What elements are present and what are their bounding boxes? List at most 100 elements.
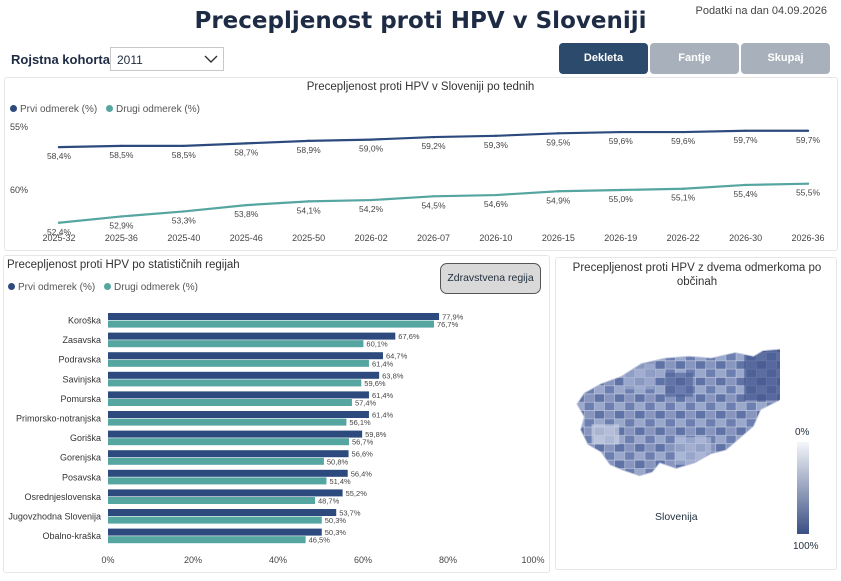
bar: [108, 450, 349, 458]
data-label: 61,4%: [372, 391, 394, 400]
page-title: Precepljenost proti HPV v Sloveniji: [194, 8, 647, 34]
legend-item-first-dose[interactable]: Prvi odmerek (%): [10, 104, 97, 115]
data-label: 50,3%: [325, 516, 347, 525]
category-label: Podravska: [58, 355, 101, 365]
bar: [108, 509, 337, 516]
data-point: [245, 142, 248, 145]
data-label: 59,7%: [796, 135, 821, 145]
data-point: [120, 144, 123, 148]
bar: [108, 379, 362, 387]
data-label: 58,5%: [172, 150, 197, 160]
data-point: [494, 193, 498, 197]
slovenia-municipality-map[interactable]: [560, 330, 780, 510]
x-tick-label: 2026-02: [355, 233, 388, 243]
data-label: 58,4%: [47, 151, 72, 161]
x-tick-label: 2025-46: [230, 233, 263, 243]
data-label: 48,7%: [318, 497, 340, 506]
scale-min-label: 0%: [795, 427, 810, 438]
data-point: [57, 145, 61, 149]
girls-button[interactable]: Dekleta: [559, 43, 648, 74]
data-label: 52,4%: [47, 227, 72, 237]
x-tick-label: 2026-36: [791, 233, 824, 243]
data-label: 54,5%: [421, 200, 446, 210]
bar: [108, 399, 352, 406]
bar: [108, 528, 322, 536]
category-label: Zasavska: [62, 335, 101, 345]
bar: [108, 477, 327, 485]
x-tick-label: 2026-15: [542, 233, 575, 243]
bar: [108, 359, 369, 367]
data-point: [681, 130, 685, 134]
first-dose-marker-icon: [8, 283, 15, 290]
data-point: [806, 182, 810, 185]
data-label: 52,9%: [109, 220, 134, 230]
category-label: Gorenjska: [60, 453, 101, 463]
data-label: 46,5%: [309, 536, 331, 545]
x-tick-label: 2025-40: [167, 233, 200, 243]
data-label: 59,3%: [484, 140, 509, 150]
data-label: 54,6%: [484, 199, 509, 209]
data-label: 55,2%: [346, 489, 368, 498]
data-point: [120, 215, 123, 218]
data-label: 54,1%: [297, 205, 322, 215]
x-tick-label: 0%: [101, 555, 114, 565]
health-region-button[interactable]: Zdravstvena regija: [440, 263, 541, 294]
bar: [108, 411, 369, 418]
category-label: Primorsko-notranjska: [16, 414, 101, 424]
data-point: [681, 187, 685, 190]
all-button[interactable]: Skupaj: [741, 43, 830, 74]
data-label: 59,5%: [546, 137, 571, 147]
data-point: [182, 210, 186, 213]
map-country-label: Slovenija: [655, 511, 698, 523]
color-scale-bar: [797, 442, 809, 534]
bar: [108, 516, 322, 524]
cohort-label: Rojstna kohorta: [11, 52, 110, 67]
data-label: 56,7%: [352, 438, 374, 447]
bar: [108, 536, 306, 544]
data-label: 58,7%: [234, 147, 259, 157]
weekly-chart-legend: Prvi odmerek (%) Drugi odmerek (%): [10, 104, 206, 115]
data-point: [307, 200, 310, 203]
legend-item-first-dose[interactable]: Prvi odmerek (%): [8, 282, 95, 293]
x-tick-label: 2026-19: [604, 233, 637, 243]
bar: [108, 352, 383, 360]
category-label: Obalno-kraška: [42, 531, 101, 541]
data-point: [494, 134, 498, 138]
bar: [108, 457, 324, 465]
category-label: Koroška: [68, 316, 101, 326]
data-label: 53,7%: [339, 509, 361, 518]
x-tick-label: 2025-32: [42, 233, 75, 243]
chevron-down-icon[interactable]: [203, 52, 219, 69]
bar: [108, 438, 349, 446]
bar: [108, 340, 364, 348]
data-label: 59,8%: [365, 430, 387, 439]
map-title: Precepljenost proti HPV z dvema odmerkom…: [572, 262, 822, 288]
data-point: [806, 129, 810, 132]
cohort-dropdown[interactable]: 2011: [110, 47, 224, 71]
category-label: Savinjska: [62, 374, 101, 384]
data-label: 53,8%: [234, 209, 259, 219]
bar: [108, 391, 369, 399]
x-tick-label: 40%: [269, 555, 287, 565]
data-label: 76,7%: [437, 320, 459, 329]
bar: [108, 430, 363, 438]
second-dose-marker-icon: [106, 105, 114, 112]
data-label: 59,0%: [359, 144, 384, 154]
bar: [108, 497, 315, 504]
y-tick-label: 55%: [10, 122, 28, 132]
legend-item-second-dose[interactable]: Drugi odmerek (%): [104, 282, 198, 293]
bar: [108, 469, 348, 477]
boys-button[interactable]: Fantje: [650, 43, 739, 74]
data-label: 59,2%: [421, 141, 446, 151]
data-point: [307, 139, 310, 143]
bar: [108, 313, 440, 320]
data-label: 55,1%: [671, 193, 696, 203]
y-tick-label: 60%: [10, 185, 28, 195]
bar: [108, 332, 396, 340]
data-date: Podatki na dan 04.09.2026: [695, 5, 827, 17]
data-label: 55,0%: [609, 194, 634, 204]
data-point: [245, 203, 248, 207]
legend-item-second-dose[interactable]: Drugi odmerek (%): [106, 104, 200, 115]
data-point: [744, 183, 747, 187]
